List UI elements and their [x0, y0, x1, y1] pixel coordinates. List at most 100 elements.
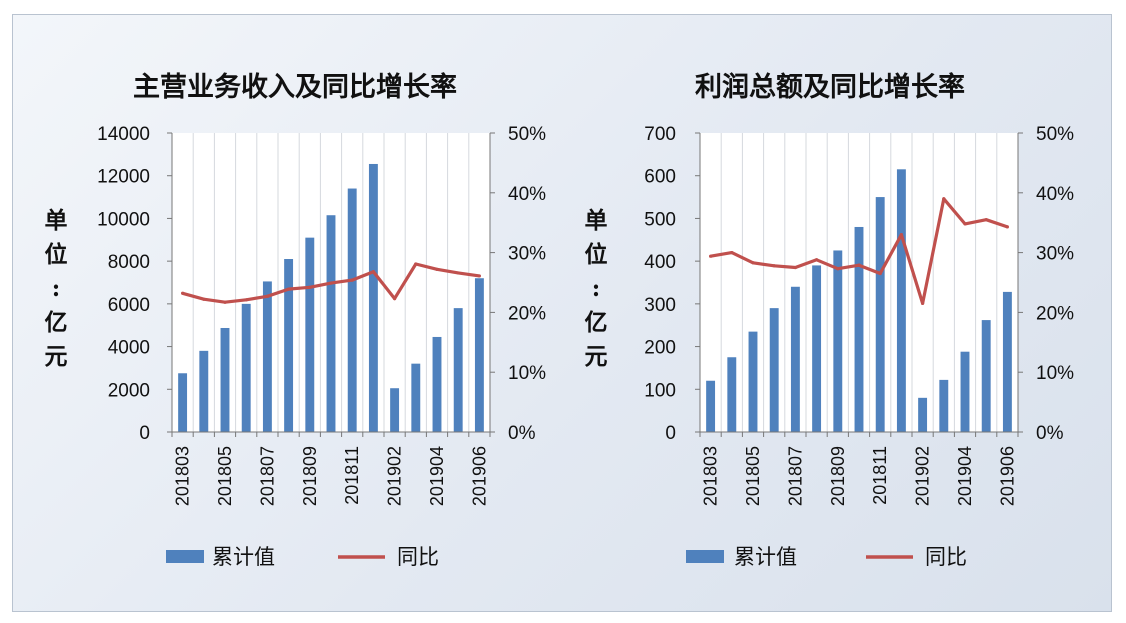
x-tick-label: 201902 [913, 446, 933, 506]
left-tick-label: 14000 [97, 124, 150, 145]
bar-201905 [453, 308, 463, 432]
x-tick-label: 201803 [701, 446, 721, 506]
line-point-201805 [223, 300, 227, 304]
bar-201906 [474, 278, 484, 432]
bar-201805 [220, 327, 230, 432]
bar-201906 [1002, 291, 1012, 432]
bar-201809 [305, 237, 315, 432]
bar-201806 [241, 303, 251, 432]
left-tick-label: 12000 [97, 167, 150, 188]
right-tick-label: 0% [1036, 423, 1064, 444]
bar-201904 [432, 336, 442, 432]
left-tick-label: 600 [644, 167, 676, 188]
bar-201808 [284, 259, 294, 432]
left-tick-label: 700 [644, 124, 676, 145]
bar-201805 [748, 331, 758, 432]
right-tick-label: 50% [508, 124, 546, 145]
legend-label-line: 同比 [397, 545, 439, 569]
right-tick-label: 30% [1036, 244, 1074, 265]
line-point-201812 [899, 233, 904, 237]
bar-201812 [896, 169, 906, 433]
legend-label-line: 同比 [925, 545, 967, 569]
bar-201804 [199, 350, 209, 432]
y-axis-label-char: 亿 [45, 309, 68, 336]
left-tick-label: 10000 [97, 209, 150, 230]
y-axis-label-char: 单 [585, 207, 608, 234]
x-tick-label: 201809 [300, 446, 320, 506]
line-point-201805 [751, 261, 755, 265]
line-point-201803 [181, 291, 185, 295]
legend-label-bar: 累计值 [212, 545, 275, 569]
line-point-201906 [477, 274, 481, 278]
x-tick-label: 201811 [342, 446, 362, 505]
bar-201903 [411, 363, 421, 432]
line-point-201811 [350, 278, 354, 282]
right-tick-label: 40% [508, 184, 546, 205]
line-point-201905 [984, 218, 988, 222]
left-tick-label: 2000 [108, 380, 150, 401]
x-tick-label: 201807 [257, 446, 277, 506]
line-point-201807 [793, 265, 798, 270]
bar-201807 [790, 286, 800, 432]
right-tick-label: 20% [508, 303, 546, 324]
y-axis-label-char: : [52, 275, 61, 302]
line-point-201904 [963, 222, 967, 226]
x-tick-label: 201803 [173, 446, 193, 506]
y-axis-label-char: 位 [45, 241, 68, 268]
right-tick-label: 40% [1036, 184, 1074, 205]
bar-201811 [347, 188, 357, 432]
y-axis-label-char: 位 [585, 241, 608, 268]
right-tick-label: 10% [1036, 363, 1074, 384]
bar-201810 [854, 226, 864, 432]
right-tick-label: 20% [1036, 303, 1074, 324]
x-tick-label: 201904 [427, 446, 447, 506]
x-tick-label: 201809 [828, 446, 848, 506]
bar-201902 [390, 388, 400, 432]
right-tick-label: 30% [508, 244, 546, 265]
bar-201811 [875, 197, 885, 432]
line-point-201809 [308, 285, 312, 289]
bar-201905 [981, 320, 991, 432]
y-axis-label-char: 亿 [585, 309, 608, 336]
left-tick-label: 0 [665, 423, 676, 444]
line-point-201811 [878, 271, 882, 276]
chart-title: 主营业务收入及同比增长率 [133, 71, 457, 103]
line-point-201904 [435, 267, 439, 271]
bar-201812 [368, 163, 378, 433]
left-tick-label: 6000 [108, 295, 150, 316]
y-axis-label-char: 单 [45, 207, 68, 234]
line-point-201903 [942, 197, 946, 201]
bar-201807 [262, 281, 272, 432]
bar-201803 [178, 373, 188, 432]
x-tick-label: 201906 [997, 446, 1017, 506]
left-tick-label: 4000 [108, 338, 150, 359]
line-point-201808 [815, 258, 819, 262]
line-point-201902 [921, 301, 925, 306]
line-point-201804 [730, 251, 734, 255]
x-tick-label: 201805 [215, 446, 235, 506]
right-tick-label: 0% [508, 423, 536, 444]
y-axis-label-char: 元 [45, 343, 68, 370]
line-point-201810 [857, 263, 861, 267]
legend-swatch-bar [166, 550, 204, 563]
line-point-201806 [244, 298, 248, 302]
y-axis-label-char: 元 [585, 343, 608, 370]
right-tick-label: 10% [508, 363, 546, 384]
x-tick-label: 201811 [870, 446, 890, 505]
left-tick-label: 8000 [108, 252, 150, 273]
legend-swatch-bar [686, 550, 724, 563]
left-tick-label: 300 [644, 295, 676, 316]
line-point-201812 [371, 270, 375, 274]
left-tick-label: 400 [644, 252, 676, 273]
left-tick-label: 500 [644, 209, 676, 230]
left-tick-label: 200 [644, 338, 676, 359]
bar-201809 [833, 250, 843, 432]
y-axis-label-char: : [592, 275, 601, 302]
line-point-201902 [393, 297, 397, 301]
chart-2: 利润总额及同比增长率 0 100 200 300 400 500 600 700 0% 10% 20%… [585, 71, 1075, 569]
legend-label-bar: 累计值 [734, 545, 797, 569]
bar-201903 [939, 379, 949, 432]
x-tick-label: 201904 [955, 446, 975, 506]
bar-201904 [960, 351, 970, 432]
chart-title: 利润总额及同比增长率 [695, 71, 965, 103]
